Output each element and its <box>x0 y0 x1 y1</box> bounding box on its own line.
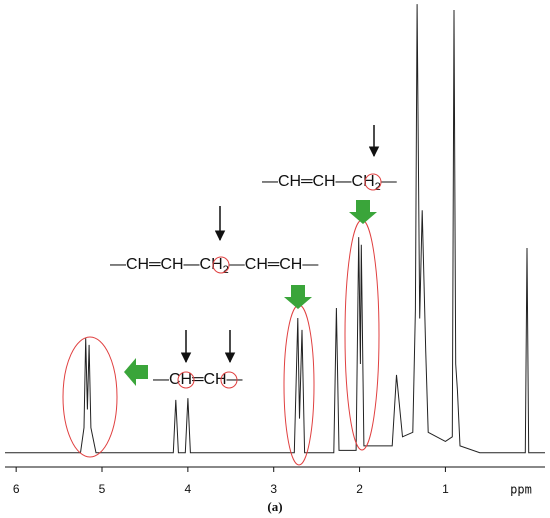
formula-subscript: 2 <box>223 264 229 276</box>
green-arrow <box>284 285 312 309</box>
formula-subscript: 2 <box>375 181 381 193</box>
formula-part: —CH═CH— <box>229 256 319 273</box>
plot: 6 5 4 3 2 1 <box>5 4 545 496</box>
formula: —CH═CH— <box>153 371 243 388</box>
formula: —CH═CH—CH2—CH═CH— <box>110 256 318 276</box>
h-circle <box>177 371 195 389</box>
x-tick-label: 1 <box>442 482 449 496</box>
caption: (a) <box>267 499 282 514</box>
formula: —CH═CH—CH2— <box>262 173 397 193</box>
spectrum-line <box>5 4 545 454</box>
h-circle <box>220 371 238 389</box>
x-tick-label: 5 <box>99 482 106 496</box>
x-tick-label: 4 <box>185 482 192 496</box>
h-circle <box>364 173 382 191</box>
formula-part: —CH═CH— <box>153 371 243 388</box>
h-circle <box>212 256 230 274</box>
formula-part: —CH═CH—CH <box>110 256 223 273</box>
formula-part: —CH═CH—CH <box>262 173 375 190</box>
x-axis-label: ppm <box>510 483 532 497</box>
x-tick-label: 3 <box>270 482 277 496</box>
x-tick-label: 2 <box>356 482 363 496</box>
formula-part: — <box>381 173 397 190</box>
green-arrow <box>124 358 148 386</box>
green-arrow <box>349 200 377 224</box>
x-tick-label: 6 <box>13 482 20 496</box>
peak-ellipse <box>62 336 118 458</box>
